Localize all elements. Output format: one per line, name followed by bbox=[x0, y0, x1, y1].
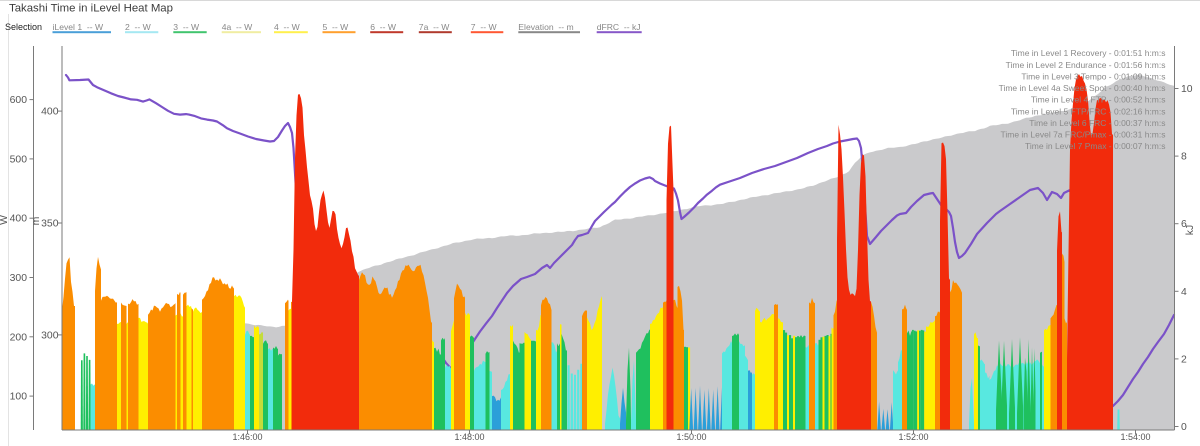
svg-text:10: 10 bbox=[1181, 84, 1193, 95]
svg-text:300: 300 bbox=[10, 273, 28, 284]
svg-text:1:46:00: 1:46:00 bbox=[232, 432, 262, 442]
svg-text:4a -- W: 4a -- W bbox=[222, 22, 253, 32]
svg-text:6 -- W: 6 -- W bbox=[370, 22, 397, 32]
svg-text:Time in Level 7 Pmax - 0:00:07: Time in Level 7 Pmax - 0:00:07 h:m:s bbox=[1025, 141, 1165, 151]
svg-text:kJ: kJ bbox=[1185, 225, 1196, 235]
svg-text:4: 4 bbox=[1181, 287, 1187, 298]
svg-text:200: 200 bbox=[10, 332, 28, 343]
svg-text:5 -- W: 5 -- W bbox=[323, 22, 350, 32]
svg-text:400: 400 bbox=[10, 214, 28, 225]
svg-text:500: 500 bbox=[10, 154, 28, 165]
svg-text:W: W bbox=[0, 215, 10, 225]
svg-text:1:48:00: 1:48:00 bbox=[454, 432, 484, 442]
svg-text:2 -- W: 2 -- W bbox=[125, 22, 152, 32]
svg-text:Time in Level 6 FRC - 0:00:37: Time in Level 6 FRC - 0:00:37 h:m:s bbox=[1029, 118, 1165, 128]
svg-text:Time in Level 5 FTP/FRC - 0:02: Time in Level 5 FTP/FRC - 0:02:16 h:m:s bbox=[1011, 106, 1166, 116]
svg-text:Elevation -- m: Elevation -- m bbox=[518, 22, 573, 32]
svg-text:Time in Level 7a FRC/Pmax - 0:: Time in Level 7a FRC/Pmax - 0:00:31 h:m:… bbox=[1000, 130, 1165, 140]
svg-text:Time in Level 2 Endurance - 0:: Time in Level 2 Endurance - 0:01:56 h:m:… bbox=[1006, 60, 1166, 70]
svg-text:8: 8 bbox=[1181, 152, 1187, 163]
svg-text:1:54:00: 1:54:00 bbox=[1120, 432, 1150, 442]
svg-text:Time in Level 1 Recovery - 0:0: Time in Level 1 Recovery - 0:01:51 h:m:s bbox=[1011, 48, 1166, 58]
svg-text:Time in Level 4 FTP - 0:00:52: Time in Level 4 FTP - 0:00:52 h:m:s bbox=[1031, 95, 1166, 105]
svg-text:6: 6 bbox=[1181, 219, 1187, 230]
svg-text:300: 300 bbox=[41, 330, 59, 341]
svg-text:7a -- W: 7a -- W bbox=[419, 22, 450, 32]
svg-text:Takashi Time in iLevel Heat Ma: Takashi Time in iLevel Heat Map bbox=[9, 3, 173, 15]
svg-text:350: 350 bbox=[41, 219, 59, 230]
svg-text:Time in Level 4a Sweet Spot -: Time in Level 4a Sweet Spot - 0:00:40 h:… bbox=[999, 83, 1166, 93]
svg-text:iLevel 1 -- W: iLevel 1 -- W bbox=[53, 22, 105, 32]
svg-text:0: 0 bbox=[1181, 422, 1187, 433]
svg-text:m: m bbox=[31, 217, 42, 226]
svg-text:1:52:00: 1:52:00 bbox=[898, 432, 928, 442]
svg-text:1:50:00: 1:50:00 bbox=[676, 432, 706, 442]
svg-text:4 -- W: 4 -- W bbox=[274, 22, 301, 32]
svg-text:7 -- W: 7 -- W bbox=[471, 22, 498, 32]
svg-text:600: 600 bbox=[10, 95, 28, 106]
svg-text:400: 400 bbox=[41, 107, 59, 118]
svg-text:Time in Level 3 Tempo - 0:01:0: Time in Level 3 Tempo - 0:01:09 h:m:s bbox=[1021, 72, 1165, 82]
svg-text:100: 100 bbox=[10, 392, 28, 403]
svg-text:2: 2 bbox=[1181, 354, 1187, 365]
svg-text:3 -- W: 3 -- W bbox=[173, 22, 200, 32]
svg-text:Selection: Selection bbox=[5, 22, 42, 32]
svg-text:dFRC -- kJ: dFRC -- kJ bbox=[597, 22, 641, 32]
